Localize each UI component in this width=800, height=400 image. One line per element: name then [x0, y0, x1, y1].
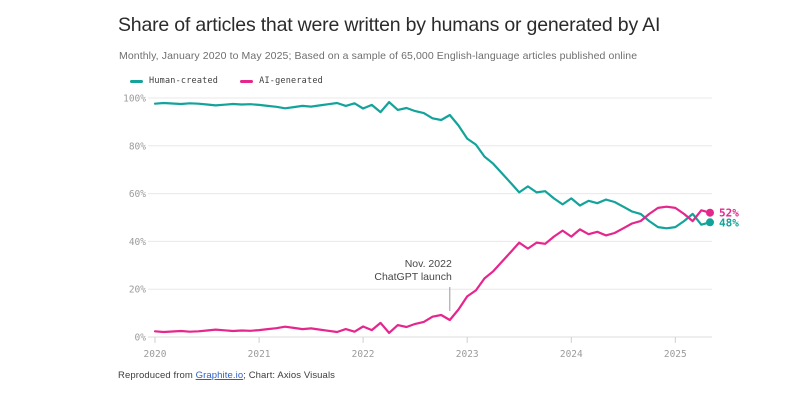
x-tick-label: 2024 [560, 349, 583, 360]
y-tick-label: 80% [129, 141, 146, 152]
source-note: Reproduced from Graphite.io; Chart: Axio… [118, 370, 335, 381]
chart-title: Share of articles that were written by h… [118, 14, 661, 36]
ai-generated-end-dot [706, 208, 714, 217]
x-tick-label: 2023 [456, 349, 479, 360]
x-tick-label: 2020 [144, 349, 167, 360]
human-created-end-dot [706, 218, 714, 227]
human-created-swatch [130, 79, 143, 83]
legend-item-human-created: Human-created [130, 76, 218, 86]
legend: Human-created AI-generated [130, 76, 323, 86]
x-tick-label: 2021 [248, 349, 271, 360]
y-tick-label: 40% [129, 237, 146, 248]
legend-label-ai-generated: AI-generated [259, 76, 323, 86]
annotation-event: ChatGPT launch [374, 271, 452, 283]
y-tick-label: 60% [129, 189, 146, 200]
human-created-line [153, 100, 712, 230]
legend-label-human-created: Human-created [149, 76, 219, 86]
x-tick-label: 2022 [352, 349, 375, 360]
source-prefix: Reproduced from [118, 370, 196, 381]
x-tick-label: 2025 [664, 349, 687, 360]
human-created-end-label: 48% [719, 216, 739, 229]
y-tick-label: 100% [123, 94, 146, 105]
graphite-link[interactable]: Graphite.io [195, 370, 244, 381]
chart-subtitle: Monthly, January 2020 to May 2025; Based… [119, 50, 638, 62]
ai-generated-end-label: 52% [719, 207, 739, 220]
ai-generated-swatch [240, 79, 254, 83]
y-tick-label: 20% [129, 285, 146, 296]
ai-generated-line [153, 205, 712, 334]
legend-item-ai-generated: AI-generated [240, 76, 323, 86]
annotation-date: Nov. 2022 [405, 258, 452, 270]
source-suffix: ; Chart: Axios Visuals [243, 370, 336, 381]
y-tick-label: 0% [135, 333, 147, 344]
